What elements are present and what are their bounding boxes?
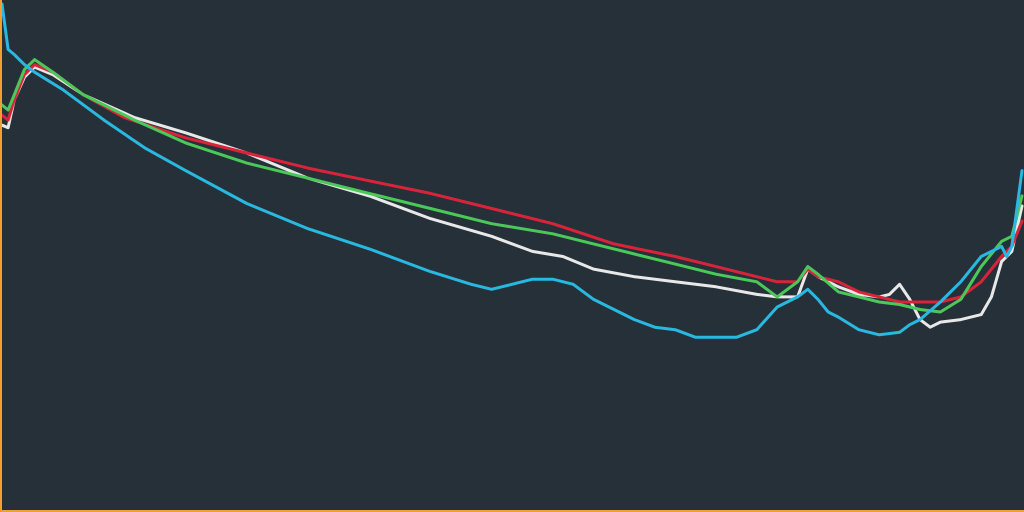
series-layer [0, 2, 1024, 339]
series-line-4 [0, 2, 1024, 339]
series-line-3 [0, 58, 1024, 314]
